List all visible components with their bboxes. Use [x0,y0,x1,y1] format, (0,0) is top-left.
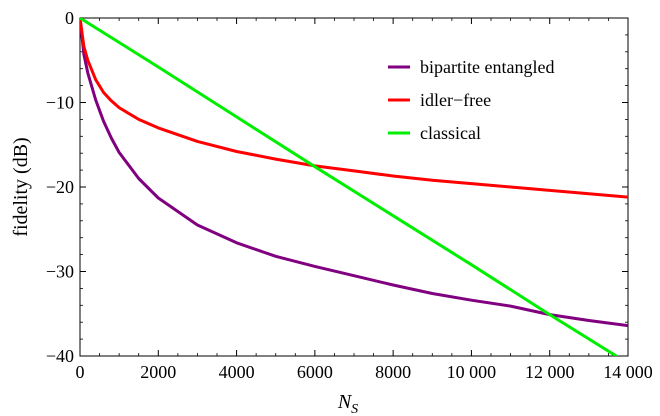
series-line-2 [80,18,618,356]
x-tick-label: 12 000 [525,362,575,382]
x-tick-label: 4000 [219,362,255,382]
legend-label-0: bipartite entangled [420,57,554,77]
x-tick-label: 6000 [297,362,333,382]
series-layer [80,18,628,356]
y-tick-label: −20 [46,177,74,197]
x-axis-label-subscript: S [351,402,358,416]
x-tick-label: 2000 [140,362,176,382]
series-line-1 [80,18,628,199]
x-axis-label-main: N [337,391,353,413]
x-tick-label: 8000 [375,362,411,382]
legend: bipartite entangled idler−free classical [388,57,554,143]
x-tick-label: 10 000 [447,362,497,382]
y-tick-label: −30 [46,262,74,282]
y-tick-label: −40 [46,346,74,366]
y-axis-label: fidelity (dB) [10,137,32,236]
series-line-0 [80,18,628,328]
x-axis-ticks: 0 2000 4000 6000 8000 10 000 12 000 14 000 [76,18,653,382]
y-tick-label: 0 [65,8,74,28]
y-axis-ticks: 0 −10 −20 −30 −40 [46,8,628,366]
x-axis-label: NS [337,391,358,416]
y-tick-label: −10 [46,93,74,113]
legend-label-1: idler−free [420,90,491,110]
x-tick-label: 0 [76,362,85,382]
legend-label-2: classical [420,123,481,143]
x-tick-label: 14 000 [603,362,653,382]
